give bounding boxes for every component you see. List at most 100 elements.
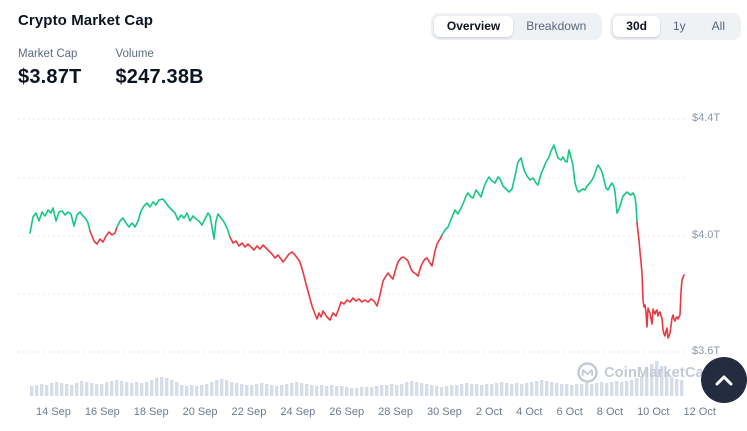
volume-bar — [270, 385, 274, 396]
volume-bar — [625, 381, 629, 396]
volume-bar — [615, 381, 619, 396]
volume-bar — [300, 383, 304, 396]
volume-bar — [195, 386, 199, 396]
volume-bar — [95, 384, 99, 396]
volume-bar — [245, 385, 249, 396]
volume-bar — [205, 384, 209, 396]
coinmarketcap-logo-icon — [577, 362, 598, 383]
x-axis-label: 2 Oct — [475, 406, 503, 418]
volume-bar — [285, 384, 289, 396]
volume-bar — [35, 385, 39, 396]
chevron-up-icon — [715, 375, 733, 386]
volume-value: $247.38B — [115, 66, 204, 88]
tab-overview[interactable]: Overview — [433, 16, 514, 37]
volume-bar — [170, 380, 174, 396]
watermark-label: CoinMarketCap — [604, 364, 713, 381]
price-segment-up — [29, 207, 91, 234]
volume-bar — [290, 383, 294, 396]
volume-bar — [140, 383, 144, 396]
volume-bar — [55, 382, 59, 396]
volume-bar — [345, 387, 349, 396]
volume-bar — [85, 382, 89, 396]
volume-bar — [670, 377, 674, 396]
volume-bar — [580, 384, 584, 396]
volume-bar — [400, 384, 404, 396]
volume-bar — [475, 384, 479, 396]
volume-bar — [50, 383, 54, 396]
x-axis-label: 18 Sep — [133, 406, 169, 418]
volume-bar — [150, 380, 154, 396]
volume-bar — [275, 386, 279, 396]
volume-bar — [585, 383, 589, 396]
volume-bar — [455, 385, 459, 396]
volume-bar — [30, 386, 34, 396]
volume-bar — [525, 383, 529, 396]
x-axis-label: 16 Sep — [84, 406, 120, 418]
volume-bar — [485, 384, 489, 396]
volume-bar — [255, 384, 259, 396]
volume-bar — [60, 383, 64, 396]
volume-bar — [515, 383, 519, 396]
volume-bar — [310, 385, 314, 396]
volume-bar — [425, 384, 429, 396]
volume-bar — [535, 381, 539, 396]
volume-bar — [575, 384, 579, 396]
x-axis-label: 4 Oct — [516, 406, 543, 418]
volume-bar — [265, 384, 269, 396]
volume-bar — [495, 383, 499, 396]
volume-bar — [40, 384, 44, 396]
volume-bar — [390, 384, 394, 396]
volume-bar — [610, 382, 614, 396]
range-1y[interactable]: 1y — [660, 16, 699, 37]
volume-bar — [450, 385, 454, 396]
range-all[interactable]: All — [699, 16, 738, 37]
x-axis-label: 22 Sep — [231, 406, 267, 418]
volume-bar — [480, 385, 484, 396]
range-30d[interactable]: 30d — [613, 16, 660, 37]
page-title: Crypto Market Cap — [18, 12, 154, 29]
volume-stat: Volume $247.38B — [115, 48, 203, 89]
volume-bar — [435, 386, 439, 396]
tab-breakdown[interactable]: Breakdown — [513, 16, 599, 37]
volume-bar — [605, 383, 609, 396]
volume-bar — [635, 378, 639, 396]
volume-bar — [430, 385, 434, 396]
volume-bar — [165, 378, 169, 396]
volume-bar — [545, 381, 549, 396]
scroll-to-top-button[interactable] — [701, 357, 747, 403]
volume-bar — [500, 382, 504, 396]
volume-bar — [520, 384, 524, 396]
volume-bar — [185, 386, 189, 396]
x-axis-label: 24 Sep — [280, 406, 316, 418]
volume-bar — [320, 385, 324, 396]
volume-bar — [90, 383, 94, 396]
volume-bar — [650, 364, 654, 396]
volume-bar — [550, 382, 554, 396]
volume-bar — [510, 384, 514, 396]
volume-bar — [130, 383, 134, 396]
volume-bar — [125, 382, 129, 396]
chart-controls: Overview Breakdown 30d 1y All — [430, 13, 741, 40]
x-axis-label: 28 Sep — [378, 406, 413, 418]
market-cap-label: Market Cap — [18, 48, 78, 60]
volume-bar — [680, 380, 684, 396]
volume-bar — [600, 382, 604, 396]
volume-bar — [665, 372, 669, 396]
volume-bar — [415, 382, 419, 396]
price-segment-up — [116, 198, 231, 240]
volume-bar — [405, 382, 409, 396]
x-axis-label: 10 Oct — [637, 406, 670, 418]
volume-bar — [540, 380, 544, 396]
volume-bar — [465, 383, 469, 396]
volume-bar — [250, 385, 254, 396]
volume-bar — [75, 383, 79, 396]
volume-bar — [175, 382, 179, 396]
volume-bar — [470, 384, 474, 396]
x-axis-label: 12 Oct — [683, 406, 716, 418]
volume-bar — [595, 383, 599, 396]
volume-bar — [160, 377, 164, 396]
volume-bar — [230, 382, 234, 396]
volume-bar — [235, 383, 239, 396]
